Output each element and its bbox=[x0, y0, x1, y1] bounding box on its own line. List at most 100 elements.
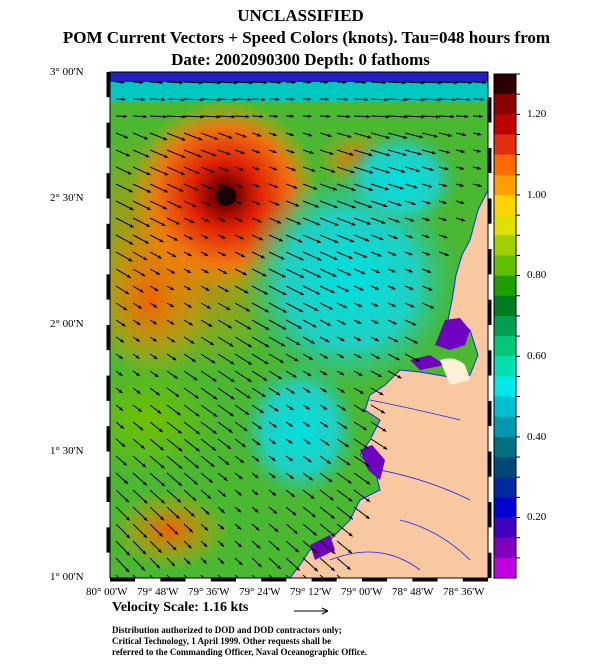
current-vector-head bbox=[245, 411, 250, 415]
current-vector-head bbox=[289, 406, 294, 410]
current-vector-head bbox=[317, 257, 322, 261]
current-vector-head bbox=[264, 360, 269, 365]
current-vector-head bbox=[331, 567, 335, 571]
current-vector-head bbox=[323, 355, 328, 359]
colorbar-segment bbox=[494, 255, 516, 277]
current-vector-head bbox=[233, 98, 237, 102]
current-vector-head bbox=[290, 150, 295, 154]
current-vector-head bbox=[247, 326, 252, 330]
current-vector-head bbox=[401, 169, 406, 173]
current-vector-head bbox=[135, 355, 140, 359]
current-vector-head bbox=[357, 337, 362, 341]
current-vector-head bbox=[246, 395, 251, 399]
current-vector-head bbox=[330, 514, 335, 519]
current-vector-head bbox=[312, 324, 317, 328]
current-vector-head bbox=[139, 80, 144, 85]
current-vector-head bbox=[462, 132, 467, 137]
current-vector-head bbox=[177, 204, 182, 208]
current-vector-head bbox=[348, 532, 353, 537]
current-vector-head bbox=[278, 238, 283, 242]
current-vector-head bbox=[163, 114, 167, 119]
current-vector-head bbox=[126, 274, 131, 278]
current-vector-head bbox=[146, 171, 151, 175]
current-vector-head bbox=[224, 168, 229, 172]
current-vector-head bbox=[204, 235, 209, 239]
current-vector bbox=[217, 574, 222, 578]
current-vector-head bbox=[366, 114, 371, 119]
current-vector-head bbox=[386, 135, 390, 139]
current-vector-head bbox=[410, 218, 415, 222]
colorbar-label-1-20: 1.20 bbox=[527, 108, 547, 120]
current-vector-head bbox=[358, 303, 363, 307]
current-vector bbox=[336, 574, 342, 578]
current-vector-head bbox=[254, 508, 259, 513]
colorbar-segment bbox=[494, 336, 516, 357]
current-vector-head bbox=[189, 528, 193, 533]
current-vector-head bbox=[273, 510, 277, 514]
current-vector-head bbox=[368, 204, 373, 208]
current-vector-head bbox=[347, 134, 352, 138]
current-vector-head bbox=[142, 463, 146, 468]
current-vector-head bbox=[220, 542, 224, 547]
current-vector-head bbox=[118, 389, 123, 393]
current-vector bbox=[132, 574, 137, 578]
current-vector-head bbox=[395, 219, 400, 223]
current-vector-head bbox=[254, 474, 259, 479]
lat-label-2-30n: 2° 30'N bbox=[50, 192, 84, 204]
current-vector-head bbox=[124, 480, 128, 484]
current-vector-head bbox=[342, 80, 347, 84]
current-vector-head bbox=[178, 465, 183, 469]
current-vector-head bbox=[240, 150, 245, 154]
current-vector-head bbox=[331, 532, 336, 537]
current-vector-head bbox=[477, 132, 482, 136]
current-vector-head bbox=[278, 375, 282, 380]
current-vector-head bbox=[192, 203, 197, 207]
current-vector-head bbox=[143, 534, 147, 538]
current-vector-head bbox=[274, 184, 278, 188]
current-vector-head bbox=[351, 222, 356, 226]
current-vector-head bbox=[194, 187, 198, 191]
distribution-note-line-2: Critical Technology, 1 April 1999. Other… bbox=[112, 636, 332, 646]
current-vector-head bbox=[142, 550, 146, 555]
current-vector-head bbox=[228, 135, 233, 139]
colorbar-segment bbox=[494, 174, 516, 196]
current-vector-head bbox=[135, 338, 140, 342]
colorbar-segment bbox=[494, 235, 516, 256]
current-vector-head bbox=[169, 303, 174, 308]
current-vector-head bbox=[229, 343, 234, 347]
current-vector-head bbox=[346, 566, 351, 570]
current-vector-head bbox=[334, 222, 339, 226]
current-vector-head bbox=[159, 532, 163, 537]
current-vector-head bbox=[328, 306, 333, 310]
current-vector-head bbox=[274, 407, 279, 412]
current-vector-head bbox=[412, 322, 417, 326]
current-vector-head bbox=[482, 80, 487, 85]
colorbar-label-1-00: 1.00 bbox=[527, 189, 547, 201]
current-vector-head bbox=[411, 201, 416, 206]
current-vector-head bbox=[307, 458, 312, 463]
current-vector-head bbox=[246, 308, 250, 312]
current-vector-head bbox=[364, 445, 369, 449]
current-vector-head bbox=[273, 167, 277, 171]
current-vector-head bbox=[263, 291, 268, 295]
current-vector-head bbox=[323, 406, 328, 410]
colorbar-segment bbox=[494, 557, 516, 579]
current-vector-head bbox=[125, 568, 130, 573]
current-vector-head bbox=[156, 564, 160, 569]
current-vector-head bbox=[258, 425, 262, 430]
current-vector-head bbox=[170, 286, 175, 291]
current-vector-head bbox=[255, 166, 260, 171]
current-vector-head bbox=[307, 114, 312, 118]
current-vector-head bbox=[437, 98, 442, 102]
current-vector-head bbox=[237, 543, 242, 548]
current-vector-head bbox=[351, 205, 356, 209]
current-vector-head bbox=[306, 389, 311, 393]
current-vector-head bbox=[351, 187, 356, 191]
current-vector-head bbox=[459, 183, 464, 187]
current-vector-head bbox=[260, 255, 265, 259]
current-vector-head bbox=[350, 170, 355, 174]
current-vector-head bbox=[238, 201, 243, 205]
current-vector-head bbox=[155, 271, 160, 275]
current-vector-head bbox=[211, 446, 216, 451]
current-vector-head bbox=[222, 252, 226, 256]
